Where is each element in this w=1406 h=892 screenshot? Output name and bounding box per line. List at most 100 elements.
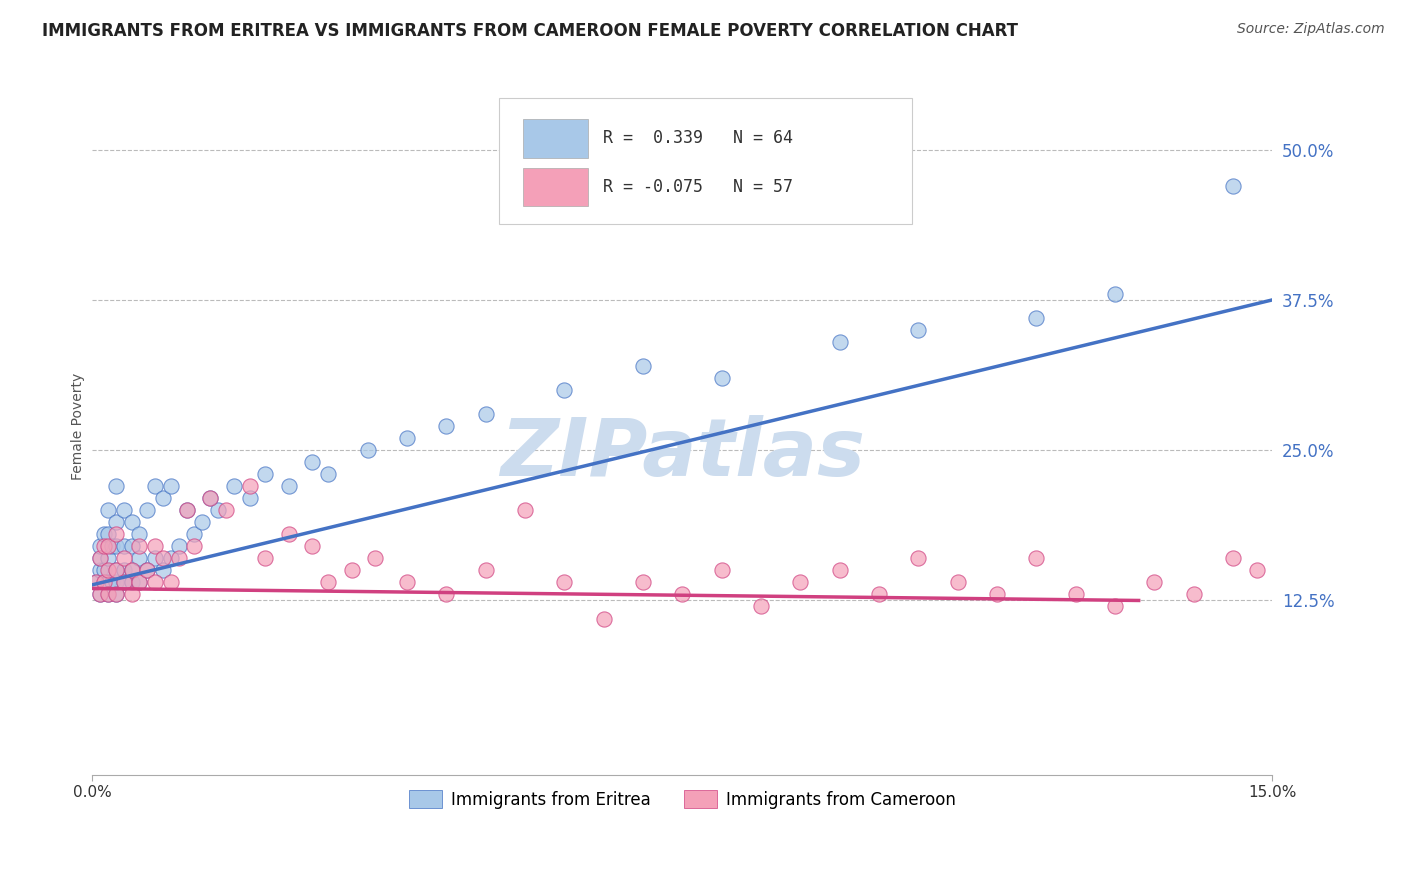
Point xyxy=(631,359,654,373)
Point xyxy=(364,551,387,566)
Point xyxy=(89,551,111,566)
Point xyxy=(1222,551,1244,566)
Point xyxy=(749,599,772,614)
Point xyxy=(1025,551,1047,566)
Point xyxy=(121,563,143,577)
Point xyxy=(395,431,418,445)
Point xyxy=(1143,575,1166,590)
FancyBboxPatch shape xyxy=(523,168,588,206)
Point xyxy=(907,551,929,566)
Point xyxy=(167,540,190,554)
Point xyxy=(104,575,127,590)
Point xyxy=(93,575,115,590)
Point xyxy=(89,540,111,554)
Point xyxy=(828,563,851,577)
Point xyxy=(104,516,127,530)
Point xyxy=(97,587,120,601)
Text: R = -0.075   N = 57: R = -0.075 N = 57 xyxy=(603,178,793,196)
Point xyxy=(121,575,143,590)
Point xyxy=(254,467,277,482)
Point xyxy=(104,479,127,493)
Point xyxy=(121,516,143,530)
Point xyxy=(207,503,229,517)
Point xyxy=(553,575,575,590)
Point xyxy=(301,455,323,469)
Point xyxy=(176,503,198,517)
Point xyxy=(128,575,150,590)
Point xyxy=(160,551,183,566)
Point xyxy=(128,575,150,590)
Point xyxy=(474,563,496,577)
Text: IMMIGRANTS FROM ERITREA VS IMMIGRANTS FROM CAMEROON FEMALE POVERTY CORRELATION C: IMMIGRANTS FROM ERITREA VS IMMIGRANTS FR… xyxy=(42,22,1018,40)
Point xyxy=(128,551,150,566)
Point xyxy=(112,575,135,590)
Point xyxy=(84,575,107,590)
Point xyxy=(97,575,120,590)
Point xyxy=(167,551,190,566)
Point xyxy=(101,540,124,554)
Point xyxy=(277,527,299,541)
Point xyxy=(183,527,205,541)
Point xyxy=(710,371,733,385)
Point xyxy=(513,503,536,517)
Point xyxy=(104,563,127,577)
Point xyxy=(89,563,111,577)
Point xyxy=(301,540,323,554)
Point xyxy=(104,527,127,541)
Point xyxy=(238,479,260,493)
Point xyxy=(986,587,1008,601)
Point xyxy=(710,563,733,577)
Point xyxy=(152,563,174,577)
Point xyxy=(1182,587,1205,601)
Point xyxy=(1104,286,1126,301)
Point xyxy=(93,540,115,554)
Point xyxy=(907,323,929,337)
Point xyxy=(143,551,166,566)
Point xyxy=(101,575,124,590)
Point xyxy=(112,563,135,577)
Point xyxy=(136,563,159,577)
Point xyxy=(97,551,120,566)
Point xyxy=(97,587,120,601)
Point xyxy=(789,575,811,590)
Point xyxy=(104,540,127,554)
Point xyxy=(152,551,174,566)
Point xyxy=(200,491,222,506)
Point xyxy=(254,551,277,566)
Point xyxy=(121,540,143,554)
Point xyxy=(97,527,120,541)
Point xyxy=(136,563,159,577)
Point xyxy=(112,503,135,517)
Point xyxy=(104,587,127,601)
Point xyxy=(97,563,120,577)
Point xyxy=(104,587,127,601)
Point xyxy=(1246,563,1268,577)
Point xyxy=(1222,178,1244,193)
Point xyxy=(200,491,222,506)
Point xyxy=(160,575,183,590)
Point xyxy=(89,587,111,601)
Point xyxy=(592,611,614,625)
Point xyxy=(316,467,339,482)
Point xyxy=(152,491,174,506)
Point xyxy=(340,563,363,577)
Point xyxy=(1064,587,1087,601)
Point xyxy=(356,443,378,458)
Point xyxy=(395,575,418,590)
FancyBboxPatch shape xyxy=(499,98,912,224)
Point xyxy=(128,527,150,541)
Point xyxy=(84,575,107,590)
Point xyxy=(277,479,299,493)
Point xyxy=(434,419,457,434)
Point xyxy=(93,575,115,590)
Point xyxy=(631,575,654,590)
Point xyxy=(316,575,339,590)
Point xyxy=(553,383,575,397)
Point xyxy=(104,563,127,577)
Point xyxy=(828,334,851,349)
Point xyxy=(112,575,135,590)
Point xyxy=(868,587,890,601)
Legend: Immigrants from Eritrea, Immigrants from Cameroon: Immigrants from Eritrea, Immigrants from… xyxy=(402,784,962,815)
Point xyxy=(93,527,115,541)
Point xyxy=(946,575,969,590)
